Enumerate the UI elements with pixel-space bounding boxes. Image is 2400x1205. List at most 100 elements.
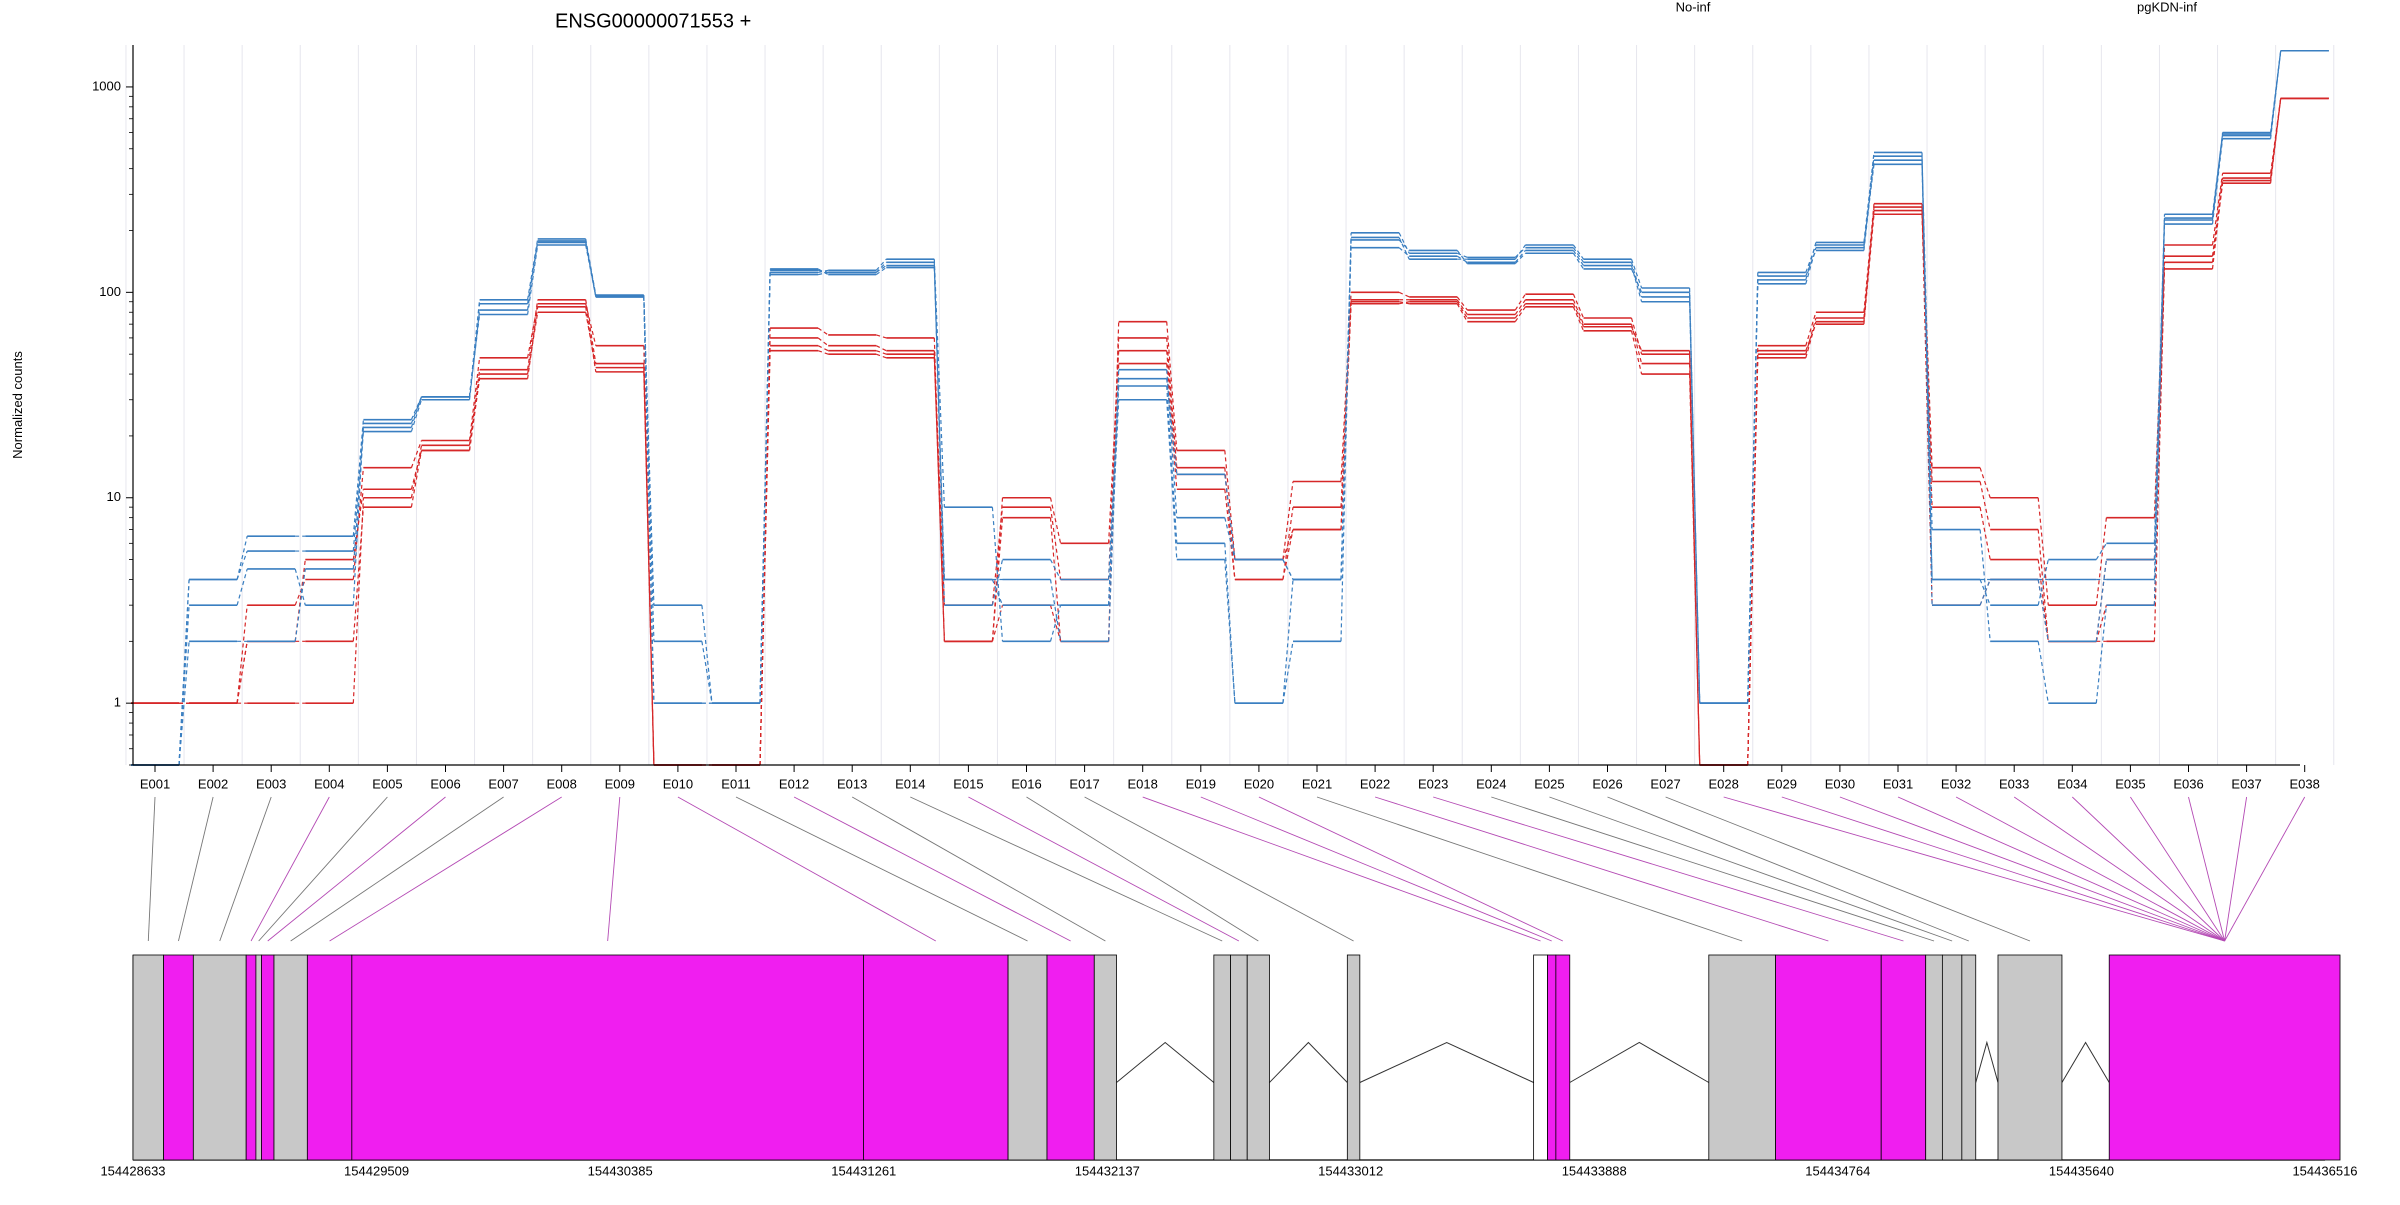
series-transition	[352, 419, 364, 537]
series-transition	[1572, 247, 1584, 263]
series-transition	[1514, 250, 1526, 263]
x-tick-label: E002	[198, 776, 228, 791]
series-transition	[1572, 306, 1585, 332]
series-transition	[2095, 517, 2107, 606]
series-transition	[1456, 255, 1468, 263]
y-tick-label: 1	[114, 695, 121, 710]
exon-connector-line	[329, 796, 562, 942]
exon-connector-line	[2071, 796, 2225, 942]
exon-block	[1555, 954, 1571, 1161]
exon-connector-line	[2130, 796, 2225, 942]
series-transition	[2211, 138, 2224, 225]
series-transition	[1979, 579, 1991, 606]
series-transition	[1689, 287, 1701, 704]
exon-block	[1007, 954, 1048, 1161]
series-transition	[2095, 605, 2107, 704]
series-transition	[352, 497, 364, 704]
x-tick-label: E033	[1999, 776, 2029, 791]
exon-connector-line	[1142, 796, 1541, 942]
series-transition	[1049, 579, 1062, 642]
series-transition	[410, 396, 423, 428]
exon-block	[1547, 954, 1557, 1161]
genome-coordinate-label: 154435640	[2049, 1163, 2114, 1178]
exon-connector-line	[677, 796, 936, 942]
series-transition	[585, 303, 597, 346]
series-transition	[585, 306, 597, 372]
series-transition	[1049, 507, 1062, 580]
legend-entry-no-inf: No-inf	[1676, 0, 1711, 14]
exon-block	[163, 954, 194, 1161]
exon-connector-line	[250, 796, 330, 942]
series-transition	[1514, 306, 1526, 322]
series-layer	[131, 49, 2329, 766]
intron-line	[1116, 1041, 1215, 1083]
y-tick-label: 10	[107, 489, 121, 504]
exon-connector-line	[1491, 796, 1935, 942]
series-transition	[1166, 337, 1178, 468]
exon-block	[1246, 954, 1270, 1161]
series-transition	[585, 312, 597, 368]
x-tick-label: E030	[1825, 776, 1855, 791]
x-tick-label: E032	[1941, 776, 1971, 791]
x-tick-label: E038	[2290, 776, 2320, 791]
exon-block	[351, 954, 864, 1161]
exon-connector-line	[178, 796, 214, 942]
series-transition	[468, 374, 481, 451]
series-transition	[410, 450, 423, 508]
x-tick-label: E007	[488, 776, 518, 791]
series-pgkdn-inf-7	[131, 49, 2329, 766]
exon-connector-line	[793, 796, 1071, 942]
x-tick-label: E004	[314, 776, 344, 791]
series-transition	[875, 258, 887, 271]
series-transition	[875, 353, 887, 359]
series-transition	[352, 507, 364, 642]
series-transition	[236, 641, 248, 704]
exon-block	[1346, 954, 1361, 1161]
x-tick-label: E029	[1767, 776, 1797, 791]
series-transition	[1049, 604, 1062, 642]
x-tick-label: E008	[547, 776, 577, 791]
series-transition	[1398, 239, 1410, 251]
connector-layer	[147, 796, 2306, 942]
series-transition	[1456, 252, 1468, 258]
series-transition	[875, 261, 887, 273]
series-transition	[1514, 303, 1526, 319]
series-transition	[1456, 296, 1468, 311]
series-transition	[178, 605, 190, 766]
series-transition	[1224, 474, 1236, 560]
exon-block	[1093, 954, 1117, 1161]
exon-connector-line	[2188, 796, 2226, 942]
series-transition	[1166, 363, 1178, 490]
series-transition	[1514, 244, 1526, 260]
exon-block	[132, 954, 164, 1161]
series-transition	[1805, 321, 1817, 358]
x-tick-label: E034	[2057, 776, 2087, 791]
exon-connector-line	[1781, 796, 2225, 942]
series-transition	[1282, 641, 1294, 704]
series-transition	[1224, 450, 1236, 560]
exon-connector-line	[1200, 796, 1552, 942]
y-tick-label: 1000	[92, 78, 121, 93]
series-transition	[1282, 529, 1294, 560]
series-transition	[1572, 252, 1585, 270]
series-transition	[1166, 385, 1178, 544]
series-transition	[1456, 250, 1468, 264]
exon-block	[273, 954, 308, 1161]
exon-connector-line	[290, 796, 504, 942]
series-transition	[1398, 232, 1410, 254]
series-transition	[1747, 279, 1759, 704]
series-transition	[817, 350, 829, 355]
series-transition	[1456, 301, 1468, 319]
x-tick-label: E006	[430, 776, 460, 791]
series-transition	[2037, 641, 2049, 704]
series-transition	[1572, 299, 1585, 325]
series-transition	[1166, 369, 1178, 518]
series-transition	[527, 299, 539, 370]
series-transition	[2095, 604, 2107, 642]
chart-title: ENSG00000071553 +	[555, 10, 751, 32]
series-transition	[1630, 265, 1643, 302]
series-transition	[1630, 330, 1643, 375]
series-transition	[1340, 232, 1352, 642]
series-transition	[701, 641, 713, 704]
